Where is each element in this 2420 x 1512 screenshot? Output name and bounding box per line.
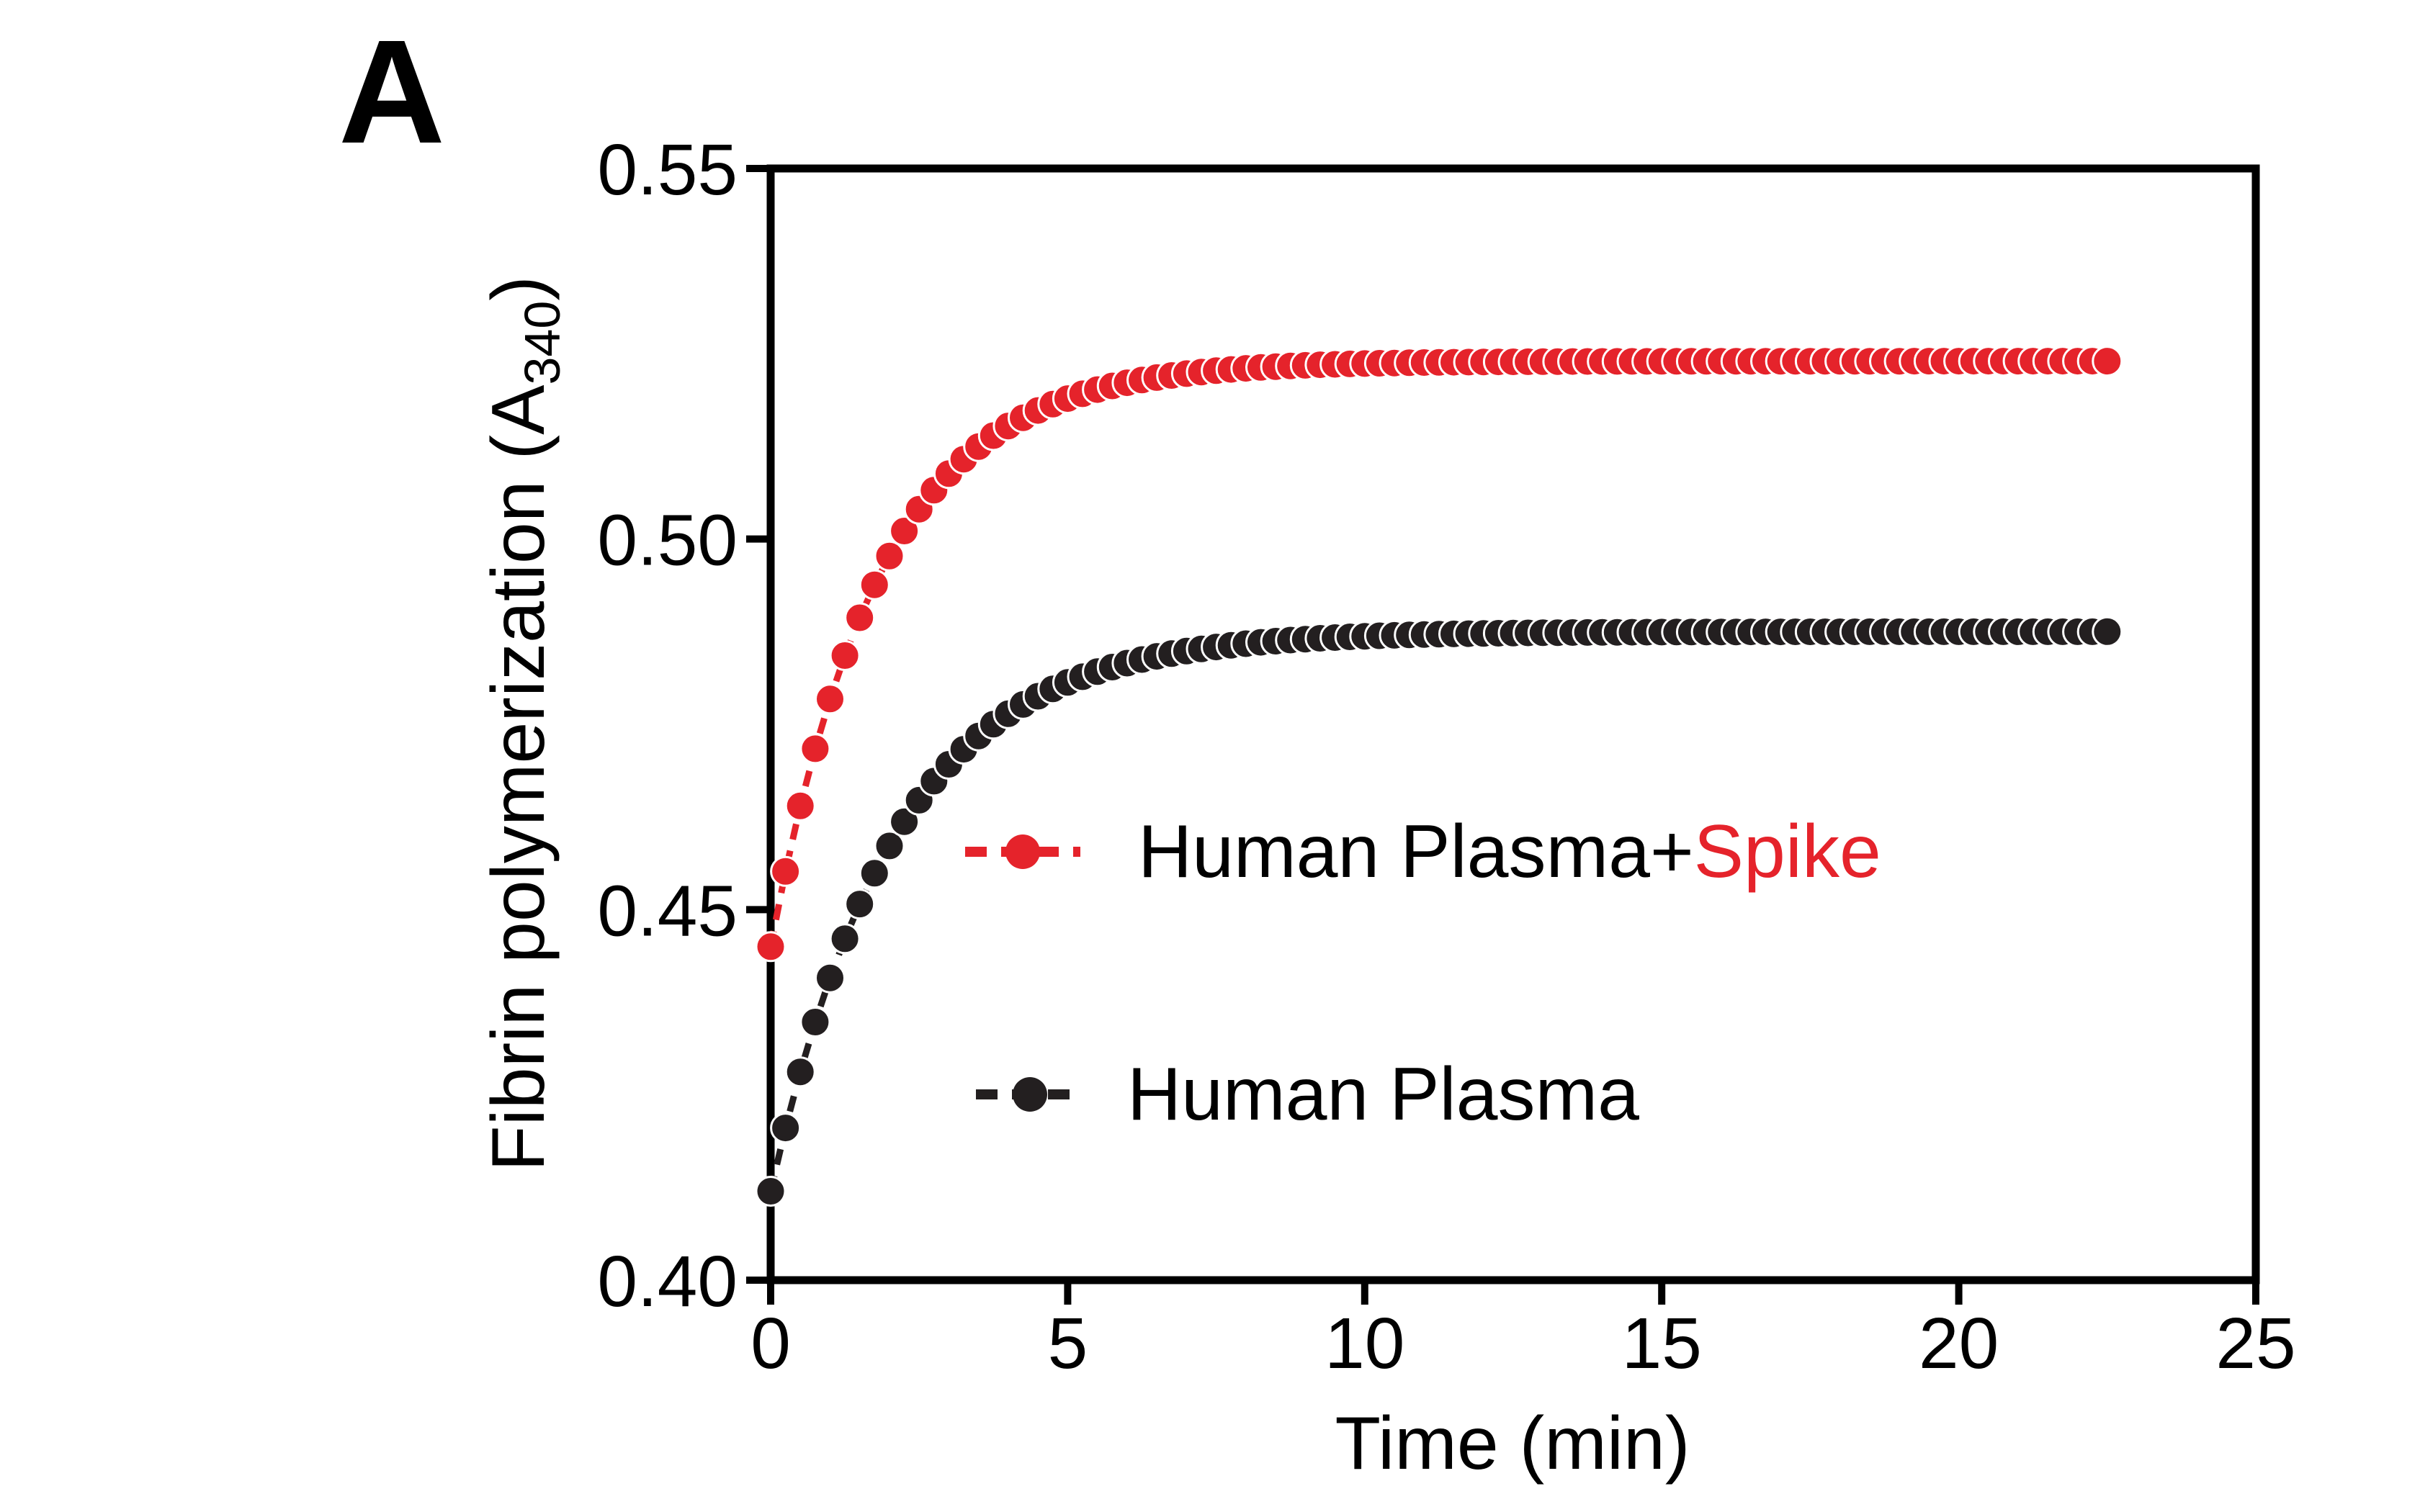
legend-marker-spike [1005, 834, 1040, 869]
data-point [874, 830, 905, 862]
x-tick-label: 15 [1622, 1303, 1702, 1384]
y-axis-title-subscript: 340 [514, 301, 570, 385]
data-point [770, 1112, 802, 1144]
y-axis-title: Fibrin polymerization (A340) [477, 276, 570, 1171]
plot-area: 0.40 0.45 0.50 0.55 0 5 10 15 20 25 [597, 130, 2295, 1384]
y-axis-ticks: 0.40 0.45 0.50 0.55 [597, 130, 771, 1322]
x-axis-title: Time (min) [1335, 1402, 1690, 1485]
data-point [815, 962, 846, 994]
x-tick-label: 0 [750, 1303, 791, 1384]
data-point [815, 683, 846, 715]
legend-label-plasma-main: Human Plasma [1127, 1053, 1639, 1136]
y-tick-label: 0.50 [597, 500, 738, 581]
x-axis-ticks: 0 5 10 15 20 25 [750, 1280, 2296, 1384]
data-point [859, 858, 890, 889]
data-point [829, 640, 861, 671]
data-point [755, 931, 786, 963]
x-tick-label: 25 [2215, 1303, 2295, 1384]
legend-marker-plasma [1013, 1077, 1047, 1112]
data-point [874, 540, 905, 572]
data-point [844, 602, 876, 634]
series-0 [755, 346, 2123, 963]
plot-frame [766, 164, 2260, 1284]
data-point [889, 516, 920, 546]
series-layer [755, 346, 2123, 1207]
data-point [770, 855, 802, 887]
legend-label-spike-main: Human Plasma+ [1138, 810, 1694, 894]
x-tick-label: 5 [1048, 1303, 1088, 1384]
data-point [755, 1176, 786, 1207]
legend-label-spike-accent: Spike [1694, 810, 1881, 894]
y-axis-title-end: ) [477, 276, 560, 301]
y-tick-label: 0.55 [597, 130, 738, 210]
data-point [799, 1007, 831, 1038]
data-point [829, 923, 861, 955]
legend: Human Plasma+Spike Human Plasma [965, 810, 1881, 1136]
x-tick-label: 10 [1325, 1303, 1404, 1384]
y-tick-label: 0.45 [597, 870, 738, 951]
x-tick-label: 20 [1919, 1303, 1999, 1384]
data-point [784, 790, 816, 822]
data-point [889, 806, 920, 837]
legend-label-plasma: Human Plasma [1127, 1053, 1639, 1136]
data-point [844, 888, 876, 920]
legend-item-plasma: Human Plasma [976, 1053, 1639, 1136]
data-point [859, 569, 890, 600]
data-point [784, 1056, 816, 1088]
legend-label-spike: Human Plasma+Spike [1138, 810, 1881, 894]
y-tick-label: 0.40 [597, 1241, 738, 1322]
data-point [2092, 346, 2123, 377]
panel-label: A [339, 9, 445, 174]
series-1 [755, 616, 2123, 1207]
y-axis-title-main: Fibrin polymerization (A [477, 384, 560, 1171]
data-point [799, 733, 831, 765]
legend-item-spike: Human Plasma+Spike [965, 810, 1881, 894]
data-point [2092, 616, 2123, 647]
